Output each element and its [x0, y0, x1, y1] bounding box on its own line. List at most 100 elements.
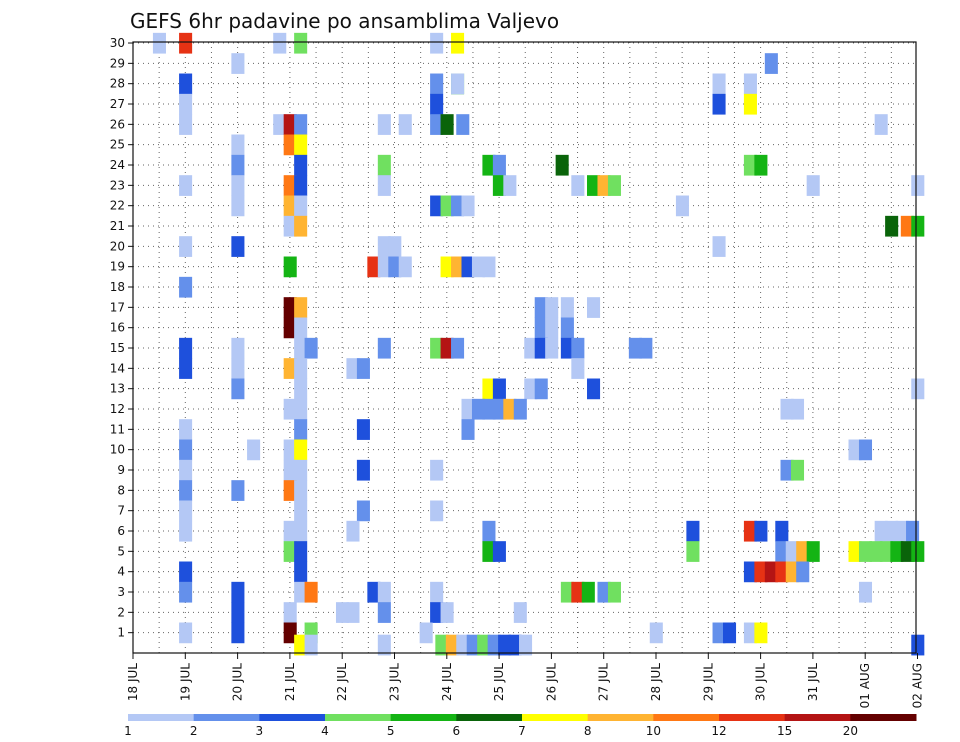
y-tick-label: 26	[110, 117, 125, 131]
data-cell	[430, 500, 444, 522]
data-cell	[435, 634, 449, 656]
x-tick-label: 31 JUL	[806, 663, 820, 701]
y-tick-label: 13	[110, 382, 125, 396]
data-cell	[534, 337, 548, 359]
data-cell	[377, 175, 391, 196]
data-cell	[848, 439, 862, 461]
data-cell	[534, 297, 548, 318]
data-cell	[780, 459, 794, 481]
data-cell	[398, 114, 412, 135]
colorbar-tick-label: 2	[190, 724, 198, 738]
data-cell	[487, 634, 501, 656]
x-tick-label: 20 JUL	[231, 663, 245, 701]
data-cell	[743, 520, 757, 542]
chart-title: GEFS 6hr padavine po ansamblima Valjevo	[130, 9, 559, 33]
data-cell	[283, 297, 297, 318]
y-tick-label: 12	[110, 402, 125, 416]
data-cell	[294, 358, 308, 379]
data-cell	[560, 337, 574, 359]
y-tick-label: 23	[110, 178, 125, 192]
y-tick-label: 25	[110, 138, 125, 152]
data-cell	[555, 154, 569, 176]
data-cell	[722, 622, 737, 644]
colorbar-tick-label: 12	[711, 724, 726, 738]
y-tick-label: 1	[117, 626, 125, 640]
data-cell	[231, 134, 245, 156]
data-cell	[885, 520, 899, 542]
data-cell	[346, 602, 360, 623]
x-tick-label: 25 JUL	[492, 663, 506, 701]
data-cell	[283, 541, 297, 562]
data-cell	[294, 561, 308, 583]
y-tick-label: 20	[110, 239, 125, 253]
data-cell	[858, 541, 873, 562]
y-tick-label: 30	[110, 36, 125, 50]
x-tick-label: 27 JUL	[597, 663, 611, 701]
data-cell	[273, 114, 287, 135]
colorbar-tick-label: 7	[518, 724, 526, 738]
data-cell	[283, 398, 297, 420]
y-tick-label: 18	[110, 280, 125, 294]
data-cell	[790, 459, 805, 481]
data-cell	[294, 634, 308, 656]
y-tick-label: 24	[110, 158, 125, 172]
data-cell	[906, 520, 920, 542]
data-cell	[560, 317, 574, 339]
data-cell	[607, 581, 621, 603]
data-cell	[869, 541, 883, 562]
data-cell	[283, 134, 297, 156]
data-cell	[231, 195, 245, 217]
data-cell	[571, 358, 585, 379]
data-cell	[440, 337, 454, 359]
data-cell	[712, 622, 726, 644]
data-cell	[231, 53, 245, 74]
data-cell	[179, 480, 193, 501]
data-cell	[356, 419, 370, 440]
colorbar-tick-label: 10	[646, 724, 661, 738]
data-cell	[231, 358, 245, 379]
data-cell	[179, 561, 193, 583]
data-cell	[294, 114, 308, 135]
data-cell	[456, 114, 470, 135]
data-cell	[294, 480, 308, 501]
data-cell	[712, 73, 726, 95]
data-cell	[430, 93, 444, 115]
data-cell	[398, 256, 412, 278]
colorbar-tick-label: 15	[777, 724, 792, 738]
y-tick-label: 22	[110, 199, 125, 213]
x-tick-label: 30 JUL	[754, 663, 768, 701]
x-tick-label: 19 JUL	[178, 663, 192, 701]
colorbar-swatch	[850, 714, 917, 721]
y-axis: 1234567891011121314151617181920212223242…	[110, 36, 133, 640]
y-tick-label: 29	[110, 56, 125, 70]
data-cell	[513, 602, 527, 623]
data-cell	[388, 256, 402, 278]
data-cell	[503, 175, 517, 196]
data-cell	[503, 398, 517, 420]
data-cell	[895, 520, 909, 542]
x-tick-label: 26 JUL	[544, 663, 558, 701]
y-tick-label: 14	[110, 361, 125, 375]
data-cell	[482, 154, 496, 176]
plot-frame	[132, 41, 917, 654]
data-cell	[712, 93, 726, 115]
data-cell	[513, 398, 527, 420]
data-cell	[451, 256, 465, 278]
data-cell	[356, 500, 370, 522]
data-cell	[294, 419, 308, 440]
data-cell	[445, 634, 459, 656]
data-cell	[785, 541, 799, 562]
colorbar-swatch	[587, 714, 654, 721]
data-cell	[471, 398, 486, 420]
data-cell	[571, 337, 585, 359]
data-cell	[377, 602, 391, 623]
data-cell	[283, 215, 297, 237]
data-cell	[597, 581, 611, 603]
data-cell	[346, 358, 360, 379]
data-cell	[587, 297, 601, 318]
data-cell	[377, 236, 391, 257]
data-cell	[451, 32, 465, 54]
colorbar-swatch	[193, 714, 260, 721]
data-cell	[440, 114, 454, 135]
